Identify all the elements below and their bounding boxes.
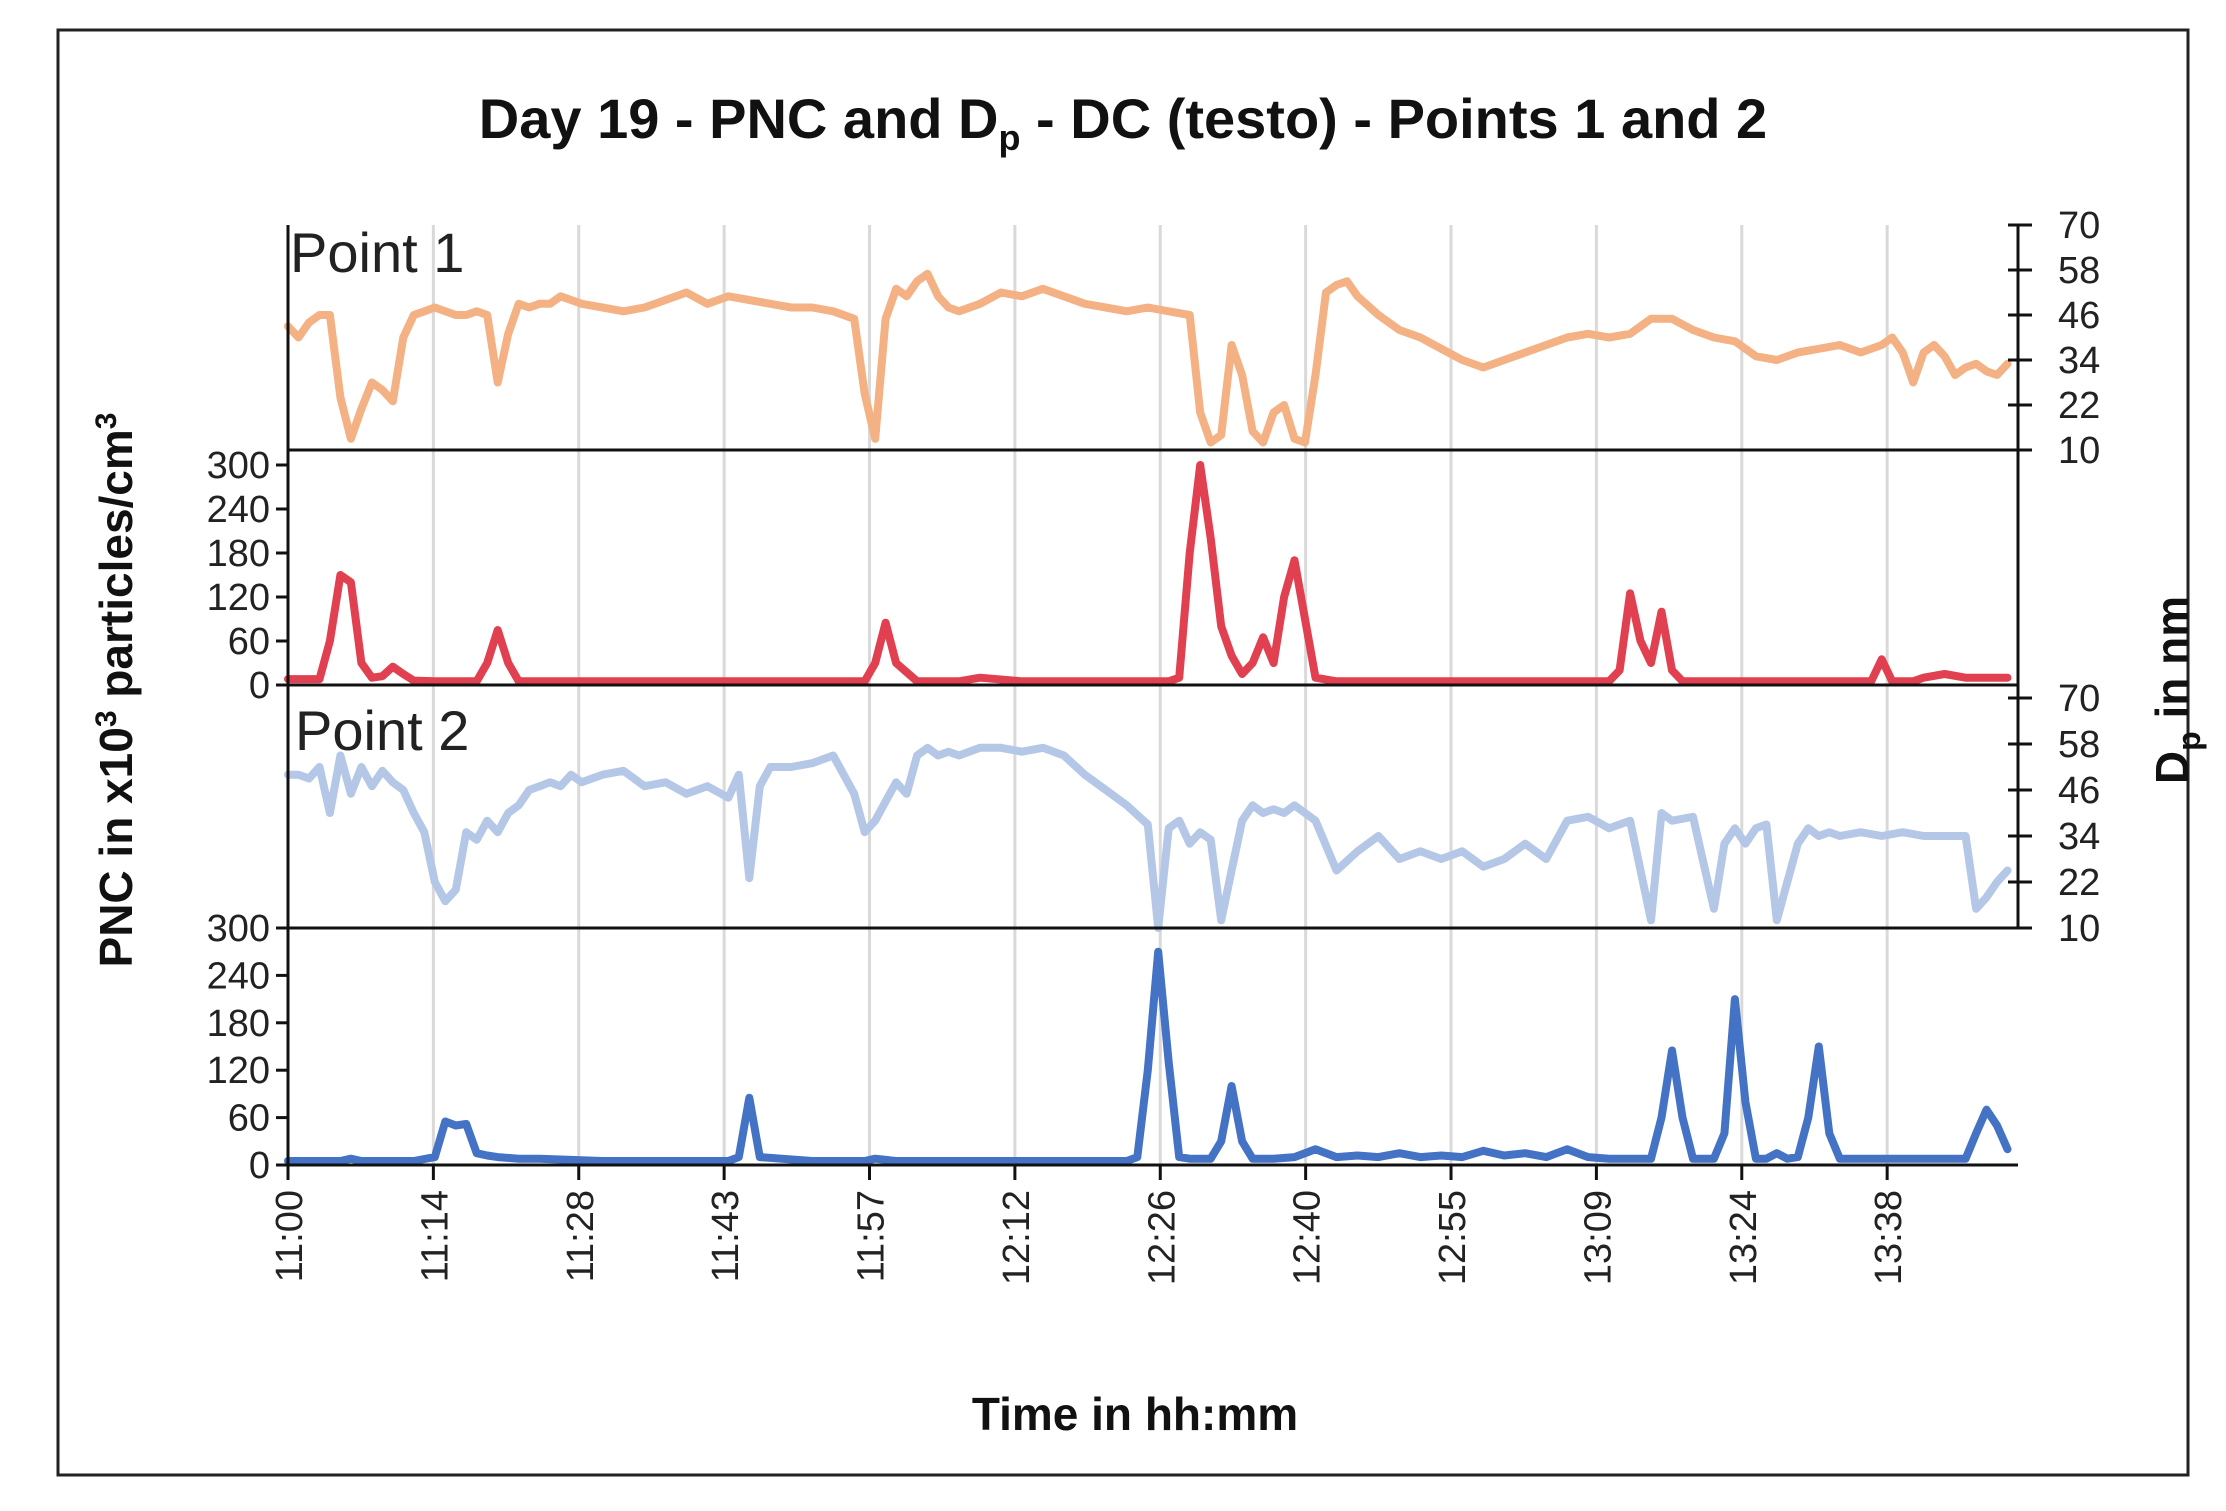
x-tick-label: 11:14 [414,1190,456,1282]
dp1-y-tick-label: 34 [2058,340,2100,382]
dp1-y-tick-label: 22 [2058,385,2100,427]
pnc1-y-tick-label: 300 [207,445,270,487]
x-tick-label: 12:40 [1287,1190,1329,1285]
pnc2-y-tick-label: 0 [249,1145,270,1187]
x-tick-label: 11:57 [851,1190,893,1282]
x-tick-label: 13:24 [1723,1190,1765,1285]
dp2-y-tick-label: 46 [2058,770,2100,812]
pnc2-y-tick-label: 240 [207,955,270,997]
pnc1-y-tick-label: 60 [228,621,270,663]
dp2-y-tick-label: 58 [2058,724,2100,766]
panel-label-point-1: Point 1 [290,221,464,284]
axes-layer [276,223,2032,1180]
dp2-y-tick-label: 10 [2058,908,2100,950]
series-line-pnc-point-1 [284,461,2012,686]
series-line-dp-point-2 [284,743,2012,932]
series-line-dp-point-1 [284,269,2012,447]
pnc2-y-tick-label: 60 [228,1098,270,1140]
pnc2-y-tick-label: 120 [207,1050,270,1092]
pnc2-y-tick-label: 300 [207,908,270,950]
dp2-y-tick-label: 70 [2058,678,2100,720]
y-axis-left-title: PNC in x103 particles/cm3 [90,413,142,968]
chart-title: Day 19 - PNC and Dp - DC (testo) - Point… [479,87,1767,158]
dp2-y-tick-label: 34 [2058,816,2100,858]
panel-label-point-2: Point 2 [295,699,469,762]
tick-labels: 11:00 11:14 11:28 11:43 11:57 12:12 12:26 12:40… [207,205,2101,1285]
series-layer [284,269,2012,1165]
dp1-y-tick-label: 10 [2058,430,2100,472]
series-line-pnc-point-2 [284,947,2012,1165]
x-tick-label: 13:09 [1577,1190,1619,1285]
pnc1-y-tick-label: 240 [207,489,270,531]
x-tick-label: 12:12 [996,1190,1038,1285]
x-tick-label: 11:28 [560,1190,602,1282]
pnc1-y-tick-label: 0 [249,665,270,707]
dp1-y-tick-label: 58 [2058,250,2100,292]
x-tick-label: 13:38 [1868,1190,1910,1285]
x-tick-label: 11:43 [705,1190,747,1282]
dp1-y-tick-label: 46 [2058,295,2100,337]
x-tick-label: 12:55 [1432,1190,1474,1285]
x-tick-label: 11:00 [269,1190,311,1282]
y-axis-right-title: Dp in nm [2146,596,2207,784]
dp2-y-tick-label: 22 [2058,862,2100,904]
pnc1-y-tick-label: 120 [207,577,270,619]
x-axis-title: Time in hh:mm [972,1388,1298,1440]
x-tick-label: 12:26 [1141,1190,1183,1285]
dp1-y-tick-label: 70 [2058,205,2100,247]
pnc1-y-tick-label: 180 [207,533,270,575]
pnc2-y-tick-label: 180 [207,1003,270,1045]
chart-border [56,28,2190,1477]
